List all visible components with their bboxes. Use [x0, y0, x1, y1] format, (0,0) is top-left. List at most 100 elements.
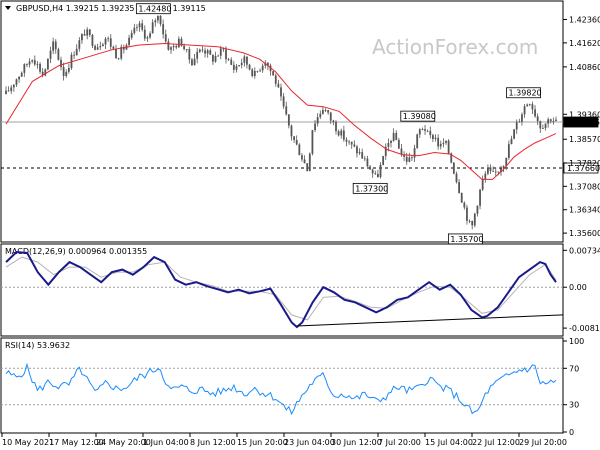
macd-trendline: [296, 314, 564, 327]
candle-body: [175, 46, 178, 48]
candle-body: [67, 67, 70, 72]
x-tick-label: 24 May 20:00: [96, 438, 151, 447]
candle-body: [547, 119, 550, 124]
candle-body: [222, 48, 225, 50]
candle-body: [41, 71, 44, 76]
candle-body: [73, 54, 75, 56]
candle-body: [49, 50, 52, 59]
candle-body: [20, 72, 23, 77]
candle-body: [452, 162, 455, 174]
rsi-panel-frame: [0, 337, 564, 434]
candle-body: [301, 155, 303, 160]
macd-panel-frame: [0, 243, 564, 337]
price-y-axis: 1.35600 1.36340 1.37080 1.37820 1.38570 1.393…: [563, 15, 600, 238]
price-candles: [5, 15, 557, 230]
candle-body: [112, 46, 115, 49]
dropdown-arrow-icon[interactable]: [5, 6, 11, 10]
candle-body: [243, 56, 246, 63]
candle-body: [298, 144, 301, 156]
candle-body: [363, 158, 366, 160]
candle-body: [345, 139, 348, 142]
candle-body: [377, 173, 379, 178]
price-y-tick-label: 1.40860: [569, 63, 600, 72]
x-tick-label: 29 Jul 20:00: [519, 438, 567, 447]
candle-body: [15, 79, 18, 85]
candle-body: [476, 205, 479, 214]
candle-body: [306, 163, 309, 172]
candle-body: [429, 130, 432, 136]
candle-body: [272, 71, 275, 76]
candle-body: [397, 139, 400, 149]
candle-body: [382, 156, 385, 165]
annotation-label: 1.39080: [403, 112, 436, 121]
candle-body: [280, 87, 282, 97]
candle-body: [217, 55, 220, 57]
annotation-box: [135, 3, 171, 15]
candle-body: [405, 156, 408, 162]
candle-body: [400, 148, 403, 155]
candle-body: [240, 62, 243, 66]
macd-trendline: [296, 314, 564, 327]
candle-body: [507, 144, 510, 158]
candle-body: [99, 46, 102, 48]
annotation-box: [400, 110, 436, 122]
candle-body: [455, 173, 458, 183]
candle-body: [39, 63, 41, 72]
candle-body: [65, 71, 68, 76]
candle-body: [282, 96, 285, 107]
candle-body: [369, 166, 371, 170]
candle-body: [81, 34, 83, 41]
candle-body: [463, 202, 466, 208]
candle-body: [7, 90, 10, 92]
x-tick-label: 23 Jun 04:00: [284, 438, 335, 447]
candle-body: [437, 137, 440, 147]
candle-body: [253, 70, 256, 76]
candle-body: [439, 143, 442, 147]
reference-price-label: 1.39115: [567, 118, 600, 127]
candle-body: [201, 49, 204, 51]
x-tick-label: 1 Jun 04:00: [143, 438, 189, 447]
candle-body: [361, 152, 364, 159]
candle-body: [418, 129, 421, 135]
candle-body: [374, 173, 377, 175]
candle-body: [120, 46, 123, 59]
candle-body: [26, 64, 28, 65]
candle-body: [539, 121, 542, 129]
candle-body: [209, 50, 212, 55]
candle-body: [62, 67, 65, 76]
rsi-header: RSI(14) 53.9632: [5, 341, 70, 350]
candle-body: [86, 29, 89, 36]
candle-body: [295, 140, 298, 145]
candle-body: [447, 140, 450, 154]
x-tick-label: 30 Jun 12:00: [331, 438, 382, 447]
x-tick-label: 8 Jun 12:00: [190, 438, 236, 447]
candle-body: [235, 66, 238, 70]
candle-body: [497, 171, 500, 173]
candle-body: [151, 22, 154, 34]
x-tick-label: 10 May 2021: [2, 438, 54, 447]
candle-body: [384, 146, 387, 157]
x-tick-label: 15 Jul 04:00: [425, 438, 473, 447]
price-y-tick-label: 1.37080: [569, 182, 600, 191]
candle-body: [78, 40, 81, 49]
candle-body: [28, 61, 31, 65]
candle-body: [515, 122, 518, 130]
candle-body: [473, 213, 476, 226]
candle-body: [518, 121, 521, 123]
price-y-tick-label: 1.38570: [569, 135, 600, 144]
candle-body: [421, 129, 424, 130]
candle-body: [387, 143, 390, 147]
candle-body: [513, 129, 515, 139]
macd-signal-line: [5, 256, 557, 321]
candle-body: [290, 125, 293, 137]
macd-panel: MACD(12,26,9) 0.000964 0.001355 0.007342…: [0, 243, 600, 337]
rsi-levels: [1, 367, 563, 406]
ma-line: [5, 42, 557, 180]
candle-body: [492, 170, 495, 172]
candle-body: [183, 45, 185, 50]
macd-y-tick-label: 0.007342: [569, 246, 600, 255]
rsi-y-tick-label: 100: [569, 337, 584, 346]
candle-body: [445, 140, 447, 143]
